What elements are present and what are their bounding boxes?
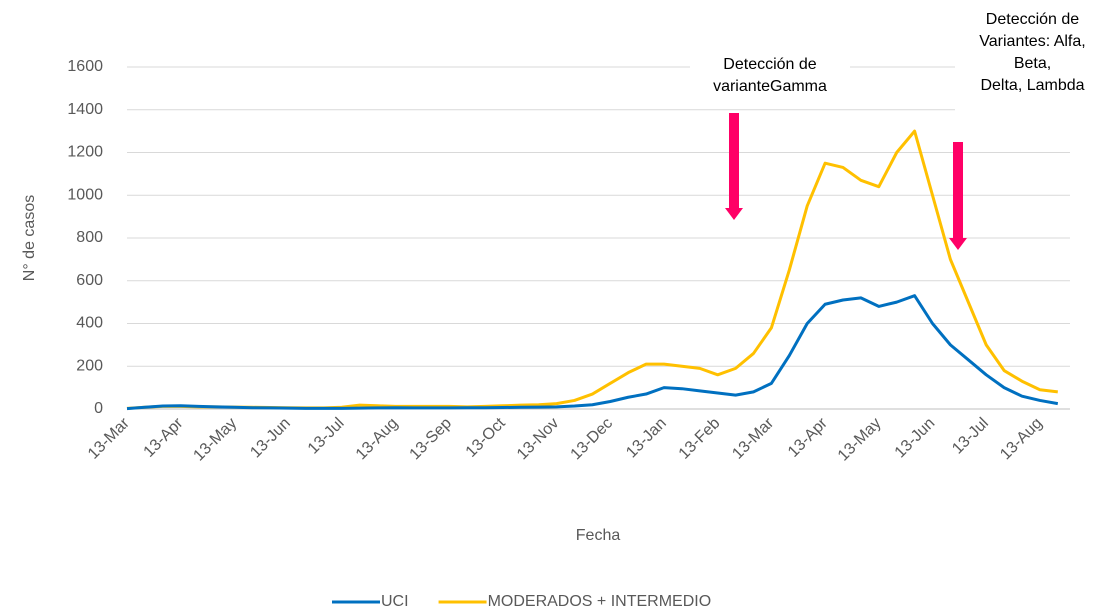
y-tick-label: 1200 — [67, 144, 103, 161]
y-tick-label: 400 — [76, 315, 103, 332]
y-axis-label: N° de casos — [21, 195, 38, 281]
annotation-arrow — [729, 113, 739, 210]
annotation-bg — [955, 0, 1110, 120]
legend-label: MODERADOS + INTERMEDIO — [488, 593, 712, 610]
series-line — [126, 294, 1059, 411]
annotation-arrowhead — [949, 238, 967, 250]
x-axis-label: Fecha — [576, 527, 621, 544]
annotation-bg — [690, 45, 850, 105]
annotation-arrowhead — [725, 208, 743, 220]
x-tick-label: 13-Jul — [305, 415, 348, 458]
legend-label: UCI — [381, 593, 409, 610]
x-tick-label: 13-Nov — [514, 415, 563, 464]
annotation-text: Beta, — [1014, 55, 1051, 72]
y-tick-label: 1000 — [67, 186, 103, 203]
y-tick-label: 1400 — [67, 101, 103, 118]
x-tick-label: 13-Oct — [463, 414, 509, 460]
x-tick-label: 13-Mar — [85, 414, 133, 462]
y-tick-label: 1600 — [67, 58, 103, 75]
x-tick-label: 13-Dec — [568, 415, 617, 464]
x-tick-label: 13-Jan — [623, 415, 670, 462]
x-tick-label: 13-Jun — [892, 415, 939, 462]
y-tick-label: 0 — [94, 400, 103, 417]
x-tick-label: 13-Apr — [141, 414, 187, 460]
x-tick-label: 13-Jun — [247, 415, 294, 462]
x-tick-label: 13-Apr — [785, 414, 831, 460]
x-tick-label: 13-May — [835, 415, 885, 465]
x-tick-label: 13-Aug — [997, 415, 1046, 464]
annotation-text: varianteGamma — [713, 78, 827, 95]
x-tick-label: 13-Aug — [353, 415, 402, 464]
y-tick-label: 200 — [76, 357, 103, 374]
x-tick-label: 13-Feb — [676, 415, 724, 463]
x-tick-label: 13-May — [190, 415, 240, 465]
x-tick-label: 13-Sep — [407, 415, 456, 464]
x-tick-label: 13-Jul — [949, 415, 992, 458]
y-tick-label: 800 — [76, 229, 103, 246]
x-tick-label: 13-Mar — [729, 414, 777, 462]
annotation-text: Delta, Lambda — [980, 77, 1084, 94]
annotation-text: Detección de — [723, 56, 816, 73]
series-line — [126, 129, 1058, 410]
annotation-arrow — [953, 142, 963, 240]
annotation-text: Variantes: Alfa, — [979, 33, 1085, 50]
annotation-text: Detección de — [986, 11, 1079, 28]
y-tick-label: 600 — [76, 272, 103, 289]
